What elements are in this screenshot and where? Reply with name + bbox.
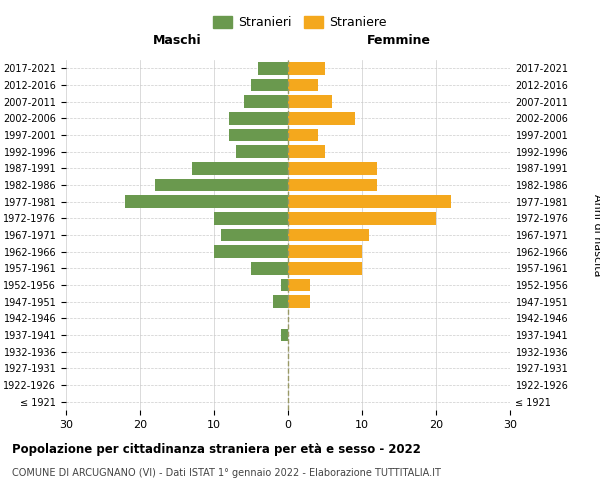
- Bar: [288, 62, 325, 74]
- Legend: Stranieri, Straniere: Stranieri, Straniere: [208, 11, 392, 34]
- Bar: [288, 229, 370, 241]
- Bar: [214, 246, 288, 258]
- Text: Femmine: Femmine: [367, 34, 431, 46]
- Bar: [155, 179, 288, 192]
- Bar: [281, 279, 288, 291]
- Bar: [251, 262, 288, 274]
- Text: Anni di nascita: Anni di nascita: [592, 194, 600, 276]
- Bar: [288, 96, 332, 108]
- Bar: [288, 246, 362, 258]
- Bar: [288, 279, 310, 291]
- Bar: [288, 146, 325, 158]
- Text: Popolazione per cittadinanza straniera per età e sesso - 2022: Popolazione per cittadinanza straniera p…: [12, 442, 421, 456]
- Bar: [125, 196, 288, 208]
- Bar: [221, 229, 288, 241]
- Bar: [229, 129, 288, 141]
- Bar: [251, 79, 288, 92]
- Bar: [192, 162, 288, 174]
- Text: Maschi: Maschi: [152, 34, 202, 46]
- Bar: [288, 162, 377, 174]
- Bar: [288, 296, 310, 308]
- Bar: [273, 296, 288, 308]
- Bar: [236, 146, 288, 158]
- Bar: [288, 196, 451, 208]
- Bar: [259, 62, 288, 74]
- Bar: [244, 96, 288, 108]
- Bar: [281, 329, 288, 341]
- Bar: [288, 112, 355, 124]
- Bar: [288, 79, 317, 92]
- Bar: [214, 212, 288, 224]
- Bar: [288, 262, 362, 274]
- Bar: [229, 112, 288, 124]
- Bar: [288, 129, 317, 141]
- Bar: [288, 212, 436, 224]
- Bar: [288, 179, 377, 192]
- Text: COMUNE DI ARCUGNANO (VI) - Dati ISTAT 1° gennaio 2022 - Elaborazione TUTTITALIA.: COMUNE DI ARCUGNANO (VI) - Dati ISTAT 1°…: [12, 468, 441, 477]
